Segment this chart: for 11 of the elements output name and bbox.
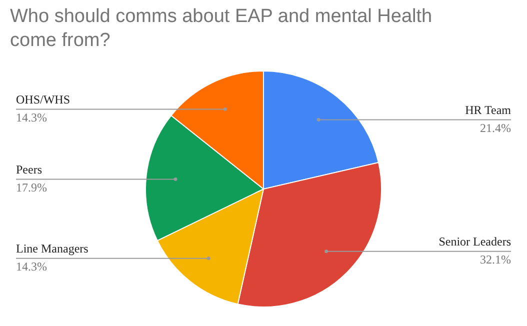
data-label: 17.9% xyxy=(16,180,47,194)
data-label: 21.4% xyxy=(480,120,511,135)
slice-label: Line Managers xyxy=(16,241,89,256)
slice-label: OHS/WHS xyxy=(16,92,70,106)
slice-label: HR Team xyxy=(465,102,512,117)
data-label: 32.1% xyxy=(480,252,511,266)
data-label: 14.3% xyxy=(16,110,47,124)
chart-title: Who should comms about EAP and mental Health come from? xyxy=(10,6,432,51)
data-label: 14.3% xyxy=(16,259,47,274)
slice-label: Peers xyxy=(16,162,42,176)
slice-label: Senior Leaders xyxy=(438,234,512,248)
